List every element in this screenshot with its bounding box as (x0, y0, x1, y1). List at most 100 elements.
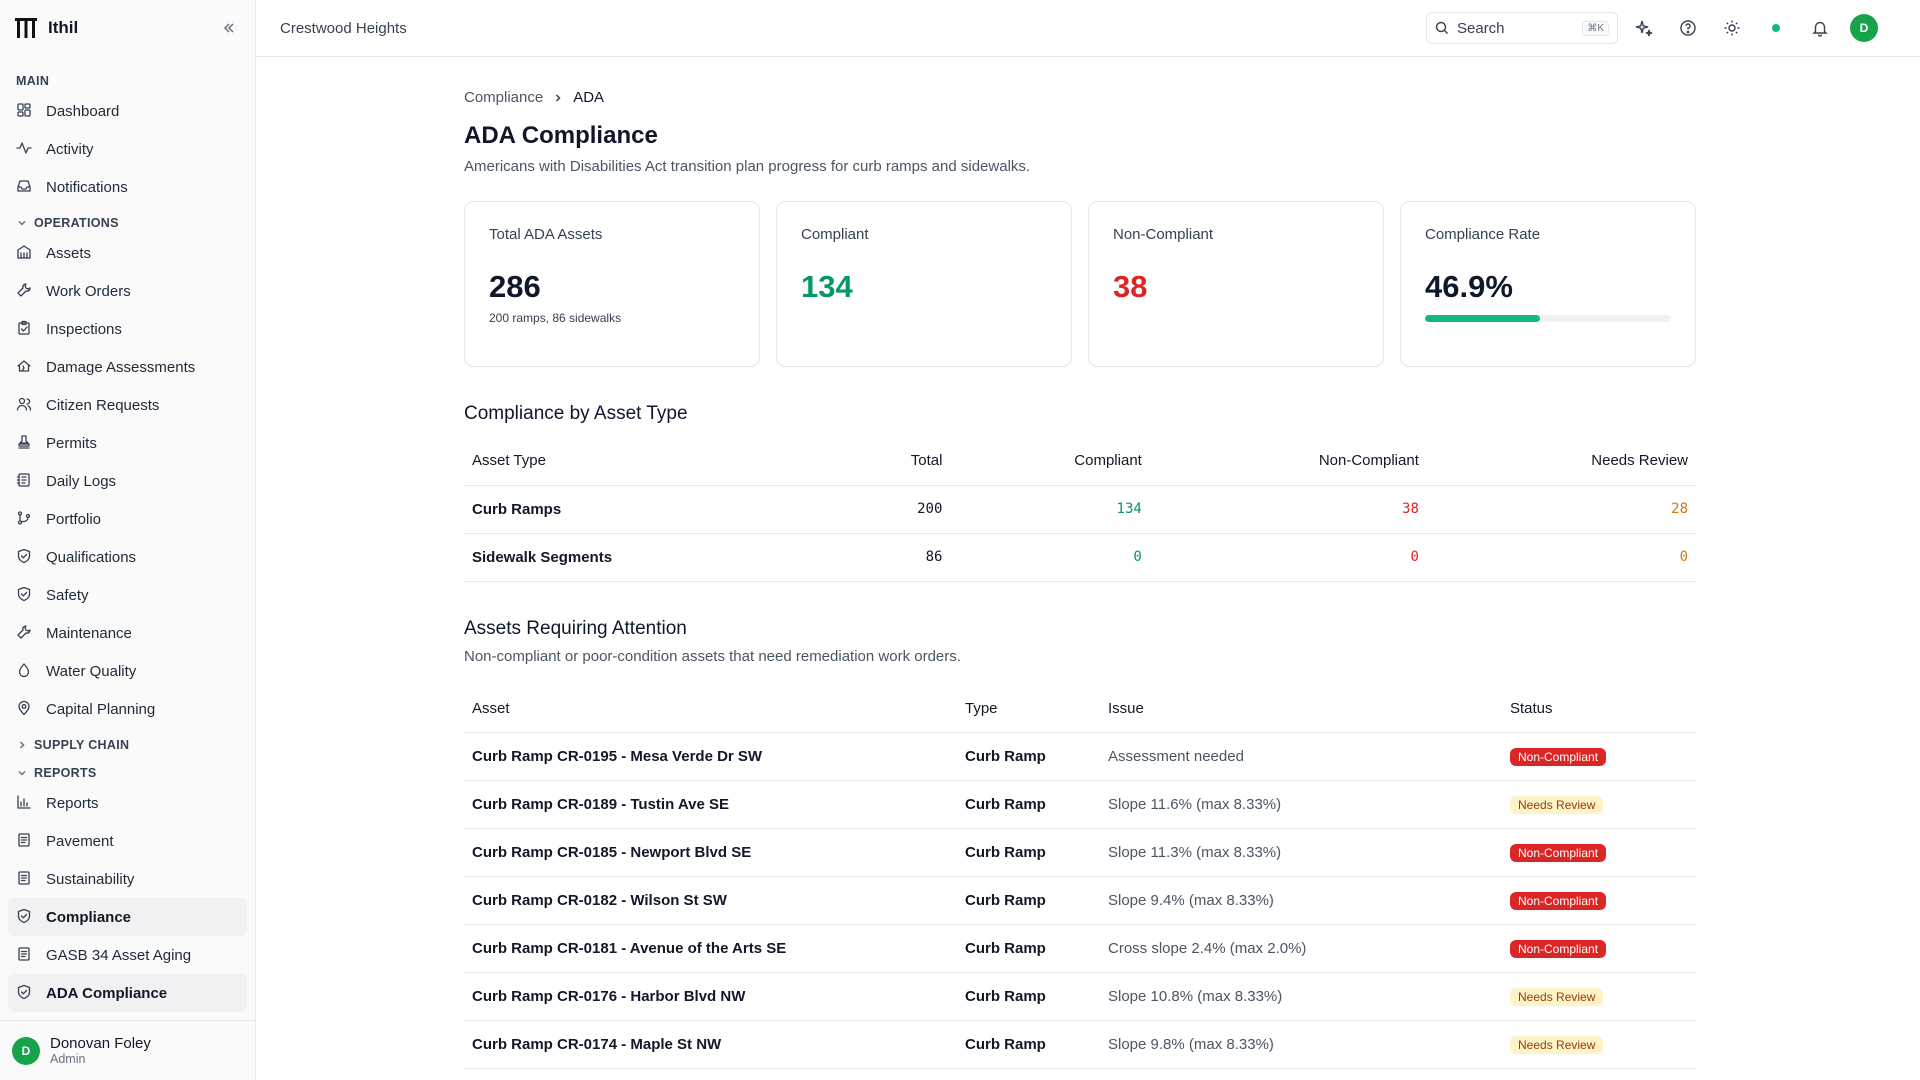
section-reports-label[interactable]: REPORTS (8, 756, 247, 784)
card-value: 286 (489, 269, 541, 304)
col-issue: Issue (1100, 684, 1502, 733)
search-placeholder: Search (1457, 19, 1505, 37)
help-icon[interactable] (1670, 10, 1706, 46)
card-label: Compliance Rate (1425, 226, 1541, 243)
sidebar-item-pavement[interactable]: Pavement (8, 822, 247, 860)
compliance-progress-fill (1425, 315, 1541, 322)
table-row[interactable]: Curb Ramp CR-0195 - Mesa Verde Dr SW Curb… (464, 732, 1696, 781)
asset-type-cell: Curb Ramps (464, 485, 837, 534)
supply-chain-label-text: SUPPLY CHAIN (34, 738, 130, 752)
table-row[interactable]: Curb Ramp CR-0185 - Newport Blvd SE Curb … (464, 828, 1696, 877)
bar-chart-icon (16, 794, 34, 812)
bell-icon[interactable] (1802, 10, 1838, 46)
breadcrumb-parent[interactable]: Compliance (464, 89, 544, 106)
document-icon (16, 946, 34, 964)
sidebar-item-inspections[interactable]: Inspections (8, 310, 247, 348)
col-compliant: Compliant (950, 437, 1150, 486)
table-row[interactable]: Curb Ramp CR-0182 - Wilson St SW Curb Ram… (464, 876, 1696, 925)
sidebar-item-maintenance[interactable]: Maintenance (8, 614, 247, 652)
issue-cell: Slope 9.4% (max 8.33%) (1100, 876, 1502, 925)
type-cell: Curb Ramp (957, 1020, 1100, 1069)
sidebar-item-label: Notifications (46, 178, 128, 196)
type-cell: Curb Ramp (957, 924, 1100, 973)
section-operations-label[interactable]: OPERATIONS (8, 206, 247, 234)
asset-cell[interactable]: Curb Ramp CR-0195 - Mesa Verde Dr SW (464, 732, 957, 781)
sidebar-item-capital-planning[interactable]: Capital Planning (8, 690, 247, 728)
attention-subtitle: Non-compliant or poor-condition assets t… (464, 647, 961, 665)
sidebar-item-permits[interactable]: Permits (8, 424, 247, 462)
sidebar-item-label: Water Quality (46, 662, 137, 680)
inbox-icon (16, 178, 34, 196)
sidebar-item-gasb-34-asset-aging[interactable]: GASB 34 Asset Aging (8, 936, 247, 974)
sidebar-item-damage-assessments[interactable]: Damage Assessments (8, 348, 247, 386)
non-compliant-cell: 0 (1149, 533, 1427, 582)
sidebar-item-activity[interactable]: Activity (8, 130, 247, 168)
asset-cell[interactable]: Curb Ramp CR-0174 - Maple St NW (464, 1020, 957, 1069)
sidebar-item-water-quality[interactable]: Water Quality (8, 652, 247, 690)
card-total-assets: Total ADA Assets 286 200 ramps, 86 sidew… (464, 201, 760, 367)
status-cell: Non-Compliant (1502, 828, 1696, 877)
status-badge: Needs Review (1510, 795, 1604, 814)
card-non-compliant: Non-Compliant 38 (1088, 201, 1384, 367)
type-cell: Curb Ramp (957, 732, 1100, 781)
ithil-logo-icon[interactable] (14, 16, 38, 40)
sidebar-item-label: Inspections (46, 320, 122, 338)
col-non-compliant: Non-Compliant (1149, 437, 1427, 486)
sidebar-item-label: GASB 34 Asset Aging (46, 946, 192, 964)
page-title: ADA Compliance (464, 122, 658, 149)
table-row[interactable]: Curb Ramp CR-0189 - Tustin Ave SE Curb Ra… (464, 780, 1696, 829)
sidebar-item-reports[interactable]: Reports (8, 784, 247, 822)
status-badge: Non-Compliant (1510, 891, 1607, 910)
sparkles-icon[interactable] (1626, 10, 1662, 46)
card-note: 200 ramps, 86 sidewalks (489, 311, 622, 325)
search-input[interactable]: Search ⌘K (1426, 12, 1618, 44)
sidebar-item-assets[interactable]: Assets (8, 234, 247, 272)
sidebar-item-work-orders[interactable]: Work Orders (8, 272, 247, 310)
sidebar-item-safety[interactable]: Safety (8, 576, 247, 614)
col-total: Total (836, 437, 951, 486)
asset-cell[interactable]: Curb Ramp CR-0189 - Tustin Ave SE (464, 780, 957, 829)
building-icon (16, 244, 34, 262)
org-name[interactable]: Crestwood Heights (280, 19, 407, 37)
asset-cell[interactable]: Curb Ramp CR-0176 - Harbor Blvd NW (464, 972, 957, 1021)
sidebar-item-label: Damage Assessments (46, 358, 196, 376)
sidebar-nav: MAIN Dashboard Activity Notifications OPER… (0, 56, 255, 1012)
shield-check-icon (16, 548, 34, 566)
col-asset-type: Asset Type (464, 437, 837, 486)
sidebar-item-compliance[interactable]: Compliance (8, 898, 247, 936)
reports-label-text: REPORTS (34, 766, 97, 780)
wrench-icon (16, 282, 34, 300)
sidebar-item-sustainability[interactable]: Sustainability (8, 860, 247, 898)
collapse-sidebar-icon[interactable] (217, 16, 241, 40)
asset-cell[interactable]: Curb Ramp CR-0182 - Wilson St SW (464, 876, 957, 925)
type-cell: Curb Ramp (957, 972, 1100, 1021)
sidebar-item-daily-logs[interactable]: Daily Logs (8, 462, 247, 500)
sidebar-item-dashboard[interactable]: Dashboard (8, 92, 247, 130)
sidebar: Ithil MAIN Dashboard Activity Notification… (0, 0, 256, 1080)
sidebar-item-notifications[interactable]: Notifications (8, 168, 247, 206)
sidebar-item-portfolio[interactable]: Portfolio (8, 500, 247, 538)
theme-sun-icon[interactable] (1714, 10, 1750, 46)
section-supply-chain-label[interactable]: SUPPLY CHAIN (8, 728, 247, 756)
table-row[interactable]: Curb Ramp CR-0176 - Harbor Blvd NW Curb R… (464, 972, 1696, 1021)
table-row[interactable]: Curb Ramp CR-0174 - Maple St NW Curb Ramp… (464, 1020, 1696, 1069)
stamp-icon (16, 434, 34, 452)
status-cell: Non-Compliant (1502, 732, 1696, 781)
table-row[interactable]: Curb Ramp CR-0181 - Avenue of the Arts S… (464, 924, 1696, 973)
user-profile[interactable]: D Donovan Foley Admin (0, 1020, 256, 1080)
sidebar-item-qualifications[interactable]: Qualifications (8, 538, 247, 576)
document-icon (16, 832, 34, 850)
needs-review-cell: 28 (1426, 485, 1696, 534)
avatar: D (1850, 14, 1878, 42)
attention-title: Assets Requiring Attention (464, 617, 687, 639)
status-badge: Needs Review (1510, 987, 1604, 1006)
sidebar-item-ada-compliance[interactable]: ADA Compliance (8, 974, 247, 1012)
breadcrumb: Compliance ADA (464, 89, 1696, 106)
header-avatar[interactable]: D (1846, 10, 1882, 46)
table-header-row: Asset Type Issue Status (464, 684, 1696, 733)
asset-cell[interactable]: Curb Ramp CR-0181 - Avenue of the Arts S… (464, 924, 957, 973)
sidebar-item-label: Sustainability (46, 870, 135, 888)
sidebar-item-citizen-requests[interactable]: Citizen Requests (8, 386, 247, 424)
asset-cell[interactable]: Curb Ramp CR-0185 - Newport Blvd SE (464, 828, 957, 877)
sidebar-item-label: Portfolio (46, 510, 102, 528)
